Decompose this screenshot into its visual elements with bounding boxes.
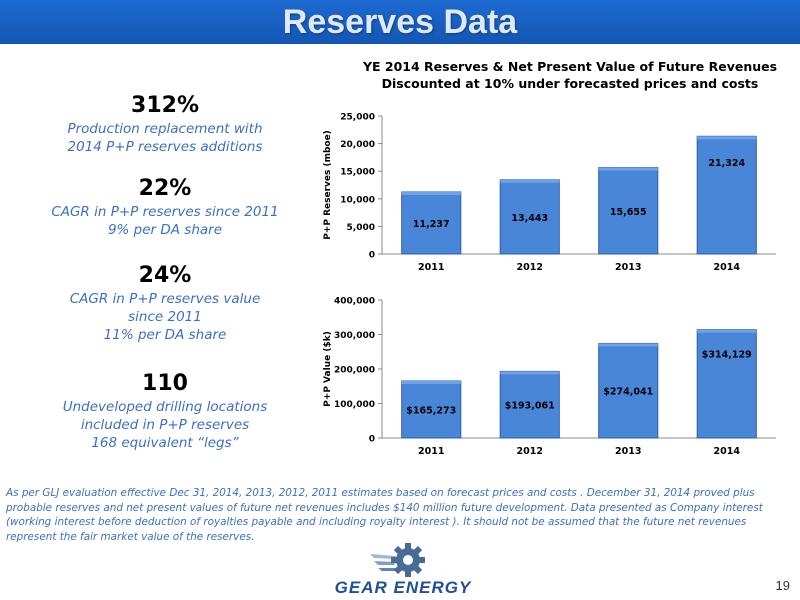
chart-title: YE 2014 Reserves & Net Present Value of …	[360, 58, 780, 92]
y-tick-label: 200,000	[334, 366, 375, 376]
gear-energy-logo: GEAR ENERGY	[318, 540, 488, 598]
chart-title-line: YE 2014 Reserves & Net Present Value of …	[362, 59, 778, 74]
stat-desc-line: 2014 P+P reserves additions	[67, 139, 263, 155]
x-tick-label: 2012	[517, 262, 543, 273]
y-tick-label: 300,000	[334, 331, 375, 341]
bar	[598, 167, 659, 255]
x-tick-label: 2013	[615, 446, 641, 457]
stat-desc-line: since 2011	[128, 309, 202, 325]
stat-desc-line: 11% per DA share	[103, 327, 227, 343]
x-tick-label: 2013	[615, 262, 641, 273]
bar-highlight	[598, 343, 658, 347]
bar	[696, 135, 757, 255]
y-axis-label: P+P Value ($k)	[323, 331, 333, 407]
data-label: 13,443	[511, 213, 548, 224]
bar	[401, 380, 462, 439]
data-label: 21,324	[708, 158, 745, 169]
bar	[401, 191, 462, 255]
stat-desc-line: CAGR in P+P reserves since 2011	[51, 204, 279, 220]
x-tick-label: 2011	[418, 262, 444, 273]
title-bar: Reserves Data	[0, 0, 800, 44]
x-tick-label: 2014	[714, 446, 741, 457]
stat-desc-line: 9% per DA share	[107, 222, 223, 238]
page-title: Reserves Data	[282, 3, 518, 41]
y-tick-label: 10,000	[340, 195, 375, 205]
stat-desc-line: included in P+P reserves	[80, 417, 250, 433]
bar-highlight	[500, 179, 560, 183]
x-tick-label: 2014	[714, 262, 741, 273]
stat-drilling-locations: 110 Undeveloped drilling locations inclu…	[20, 370, 310, 452]
y-tick-label: 15,000	[340, 168, 375, 178]
footnote: As per GLJ evaluation effective Dec 31, …	[6, 487, 763, 543]
data-label: $314,129	[702, 349, 752, 360]
stat-value: 24%	[138, 263, 192, 288]
y-axis-label: P+P Reserves (mboe)	[323, 130, 333, 240]
stat-reserves-cagr: 22% CAGR in P+P reserves since 2011 9% p…	[20, 175, 310, 239]
stat-value-cagr: 24% CAGR in P+P reserves value since 201…	[20, 262, 310, 344]
data-label: 11,237	[413, 219, 450, 230]
stat-desc-line: Undeveloped drilling locations	[62, 399, 268, 415]
value-bar-chart: 0 100,000 200,000 300,000 400,000 P+P Value (…	[323, 297, 776, 457]
x-tick-label: 2012	[517, 446, 543, 457]
bar	[598, 342, 659, 439]
page-number: 19	[775, 578, 790, 593]
stat-value: 22%	[138, 176, 192, 201]
stat-desc-line: 168 equivalent “legs”	[91, 435, 239, 451]
y-tick-label: 0	[369, 435, 375, 445]
data-label: 15,655	[610, 207, 647, 218]
bar-highlight	[401, 191, 461, 195]
y-tick-label: 0	[369, 251, 375, 261]
bar-highlight	[697, 329, 757, 333]
x-tick-label: 2011	[418, 446, 444, 457]
stat-desc-line: CAGR in P+P reserves value	[69, 291, 261, 307]
bar-highlight	[401, 380, 461, 384]
logo-text: GEAR ENERGY	[334, 578, 472, 597]
chart-title-line: Discounted at 10% under forecasted price…	[381, 76, 759, 91]
stat-production-replacement: 312% Production replacement with 2014 P+…	[20, 92, 310, 156]
y-tick-label: 25,000	[340, 113, 375, 123]
y-tick-label: 100,000	[334, 400, 375, 410]
stat-value: 110	[142, 371, 188, 396]
data-label: $193,061	[505, 401, 555, 412]
bar-highlight	[697, 136, 757, 140]
y-tick-label: 400,000	[334, 297, 375, 307]
y-tick-label: 5,000	[347, 223, 375, 233]
stat-value: 312%	[131, 93, 199, 118]
bar	[696, 329, 757, 439]
reserves-bar-chart: 0 5,000 10,000 15,000 20,000 25,000 P+P Reserv…	[323, 113, 776, 273]
stat-desc-line: Production replacement with	[67, 121, 263, 137]
bar-highlight	[500, 371, 560, 375]
y-tick-label: 20,000	[340, 140, 375, 150]
data-label: $274,041	[603, 387, 653, 398]
gear-icon	[370, 543, 425, 577]
data-label: $165,273	[406, 405, 456, 416]
bar-highlight	[598, 167, 658, 171]
